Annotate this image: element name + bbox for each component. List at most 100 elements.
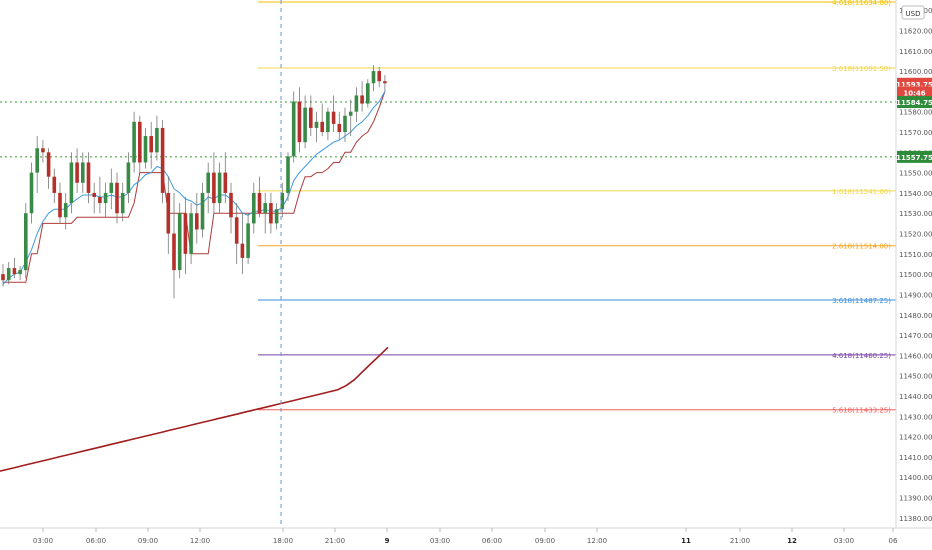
candle-body[interactable] xyxy=(291,101,296,157)
y-tick-label: 11480.00 xyxy=(899,312,932,320)
candle-body[interactable] xyxy=(297,101,302,143)
x-tick-label: 11 xyxy=(681,537,691,545)
candle-body[interactable] xyxy=(6,268,11,281)
plot-area[interactable] xyxy=(0,0,896,528)
y-tick-label: 11510.00 xyxy=(899,251,932,259)
x-tick-label: 18:00 xyxy=(273,537,293,545)
candle-body[interactable] xyxy=(343,115,347,132)
candle-body[interactable] xyxy=(29,172,34,214)
x-tick-label: 06:00 xyxy=(482,537,502,545)
y-tick-label: 11600.00 xyxy=(899,68,932,76)
candle-body[interactable] xyxy=(138,121,142,163)
candle-body[interactable] xyxy=(103,192,108,204)
candle-body[interactable] xyxy=(252,192,256,224)
trailing-stop-line xyxy=(3,91,386,283)
candle-body[interactable] xyxy=(109,182,114,193)
candle-body[interactable] xyxy=(98,196,102,204)
x-tick-label: 12:00 xyxy=(587,537,607,545)
candle-body[interactable] xyxy=(309,107,313,128)
candle-body[interactable] xyxy=(35,148,39,173)
x-tick-label: 12 xyxy=(787,537,797,545)
candle-body[interactable] xyxy=(120,192,125,214)
candle-body[interactable] xyxy=(81,162,85,183)
candle-body[interactable] xyxy=(183,213,188,254)
y-tick-label: 11520.00 xyxy=(899,231,932,239)
candle-body[interactable] xyxy=(286,156,290,193)
y-tick-label: 11620.00 xyxy=(899,27,932,35)
y-tick-label: 11580.00 xyxy=(899,109,932,117)
candle-body[interactable] xyxy=(69,162,74,204)
candle-body[interactable] xyxy=(229,192,233,218)
candle-body[interactable] xyxy=(132,121,136,163)
candle-body[interactable] xyxy=(149,136,153,153)
candle-body[interactable] xyxy=(160,127,165,193)
candle-body[interactable] xyxy=(269,203,273,224)
x-tick-label: 12:00 xyxy=(190,537,210,545)
candle-body[interactable] xyxy=(331,111,336,124)
long-average-line xyxy=(0,346,389,472)
candle-body[interactable] xyxy=(234,217,239,244)
fib-level-label: 3.618(11487.25) xyxy=(832,297,891,305)
candle-body[interactable] xyxy=(63,203,68,218)
candle-body[interactable] xyxy=(383,81,387,84)
candle-body[interactable] xyxy=(377,71,381,82)
x-tick-label: 09:00 xyxy=(535,537,555,545)
candle-body[interactable] xyxy=(320,121,324,132)
x-tick-label: 21:00 xyxy=(730,537,750,545)
candle-body[interactable] xyxy=(86,162,91,193)
candle-body[interactable] xyxy=(200,192,205,230)
candle-body[interactable] xyxy=(274,209,279,224)
candle-body[interactable] xyxy=(217,172,222,204)
candle-body[interactable] xyxy=(337,123,342,132)
currency-badge[interactable]: USD xyxy=(901,5,925,20)
candle-body[interactable] xyxy=(371,71,376,84)
x-tick-label: 06:00 xyxy=(86,537,106,545)
y-tick-label: 11500.00 xyxy=(899,271,932,279)
candle-body[interactable] xyxy=(24,213,28,271)
candle-body[interactable] xyxy=(115,182,119,214)
x-tick-label: 06 xyxy=(889,537,898,545)
candle-body[interactable] xyxy=(240,243,245,258)
candle-body[interactable] xyxy=(326,111,330,132)
currency-badge-box xyxy=(901,5,925,20)
price-tag[interactable] xyxy=(897,150,932,163)
candle-body[interactable] xyxy=(92,192,96,197)
candle-body[interactable] xyxy=(172,233,176,271)
price-tag[interactable] xyxy=(897,96,932,109)
candle-body[interactable] xyxy=(303,107,307,143)
candle-body[interactable] xyxy=(58,192,62,218)
candle-body[interactable] xyxy=(12,268,17,275)
candle-body[interactable] xyxy=(52,176,57,193)
candle-body[interactable] xyxy=(257,192,262,214)
candle-body[interactable] xyxy=(195,213,199,230)
candle-body[interactable] xyxy=(155,127,159,153)
candle-body[interactable] xyxy=(189,213,193,254)
candle-body[interactable] xyxy=(246,223,250,258)
candle-body[interactable] xyxy=(206,172,210,193)
candle-body[interactable] xyxy=(280,192,285,210)
y-tick-label: 11540.00 xyxy=(899,190,932,198)
candle-body[interactable] xyxy=(41,148,45,153)
candle-body[interactable] xyxy=(360,95,364,104)
candle-body[interactable] xyxy=(354,95,359,112)
x-tick-label: 03:00 xyxy=(430,537,450,545)
candle-body[interactable] xyxy=(143,136,148,163)
price-tag[interactable] xyxy=(897,86,932,99)
candle-body[interactable] xyxy=(126,162,131,193)
candle-body[interactable] xyxy=(166,192,171,234)
candle-body[interactable] xyxy=(223,172,228,193)
y-tick-label: 11440.00 xyxy=(899,393,932,401)
candle-body[interactable] xyxy=(177,213,182,271)
candle-body[interactable] xyxy=(1,274,5,281)
candle-body[interactable] xyxy=(75,162,79,183)
candle-body[interactable] xyxy=(46,152,51,177)
candle-body[interactable] xyxy=(348,111,353,116)
y-tick-label: 11380.00 xyxy=(899,515,932,523)
candle-body[interactable] xyxy=(314,121,319,128)
candle-body[interactable] xyxy=(263,203,267,214)
candle-body[interactable] xyxy=(366,83,370,104)
candle-body[interactable] xyxy=(212,172,216,204)
candle-body[interactable] xyxy=(18,270,22,275)
